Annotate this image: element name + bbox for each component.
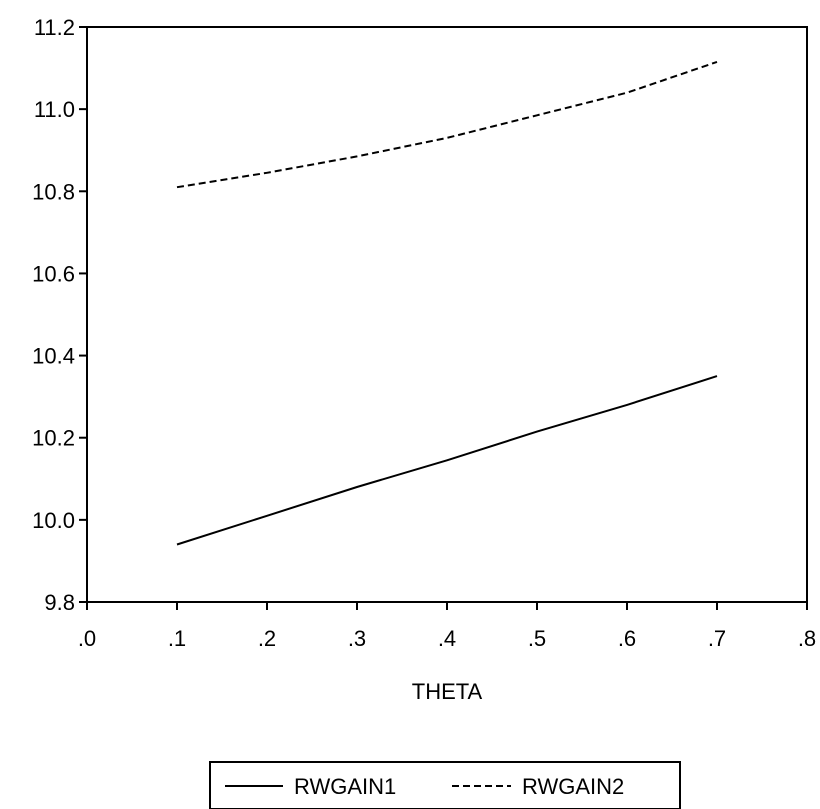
series-line-rwgain1 bbox=[176, 375, 718, 546]
series-layer bbox=[176, 60, 718, 546]
y-tick-label: 10.0 bbox=[32, 508, 75, 533]
y-tick-label: 11.2 bbox=[34, 15, 75, 40]
y-axis-ticks: 9.8 10.0 10.2 10.4 10.6 10.8 11.0 11.2 bbox=[32, 15, 87, 615]
y-tick-label: 10.2 bbox=[32, 426, 75, 451]
x-tick-label: .3 bbox=[348, 626, 366, 651]
y-tick-label: 10.8 bbox=[32, 179, 75, 204]
x-axis-ticks: .0 .1 .2 .3 .4 .5 .6 .7 .8 bbox=[78, 602, 816, 651]
legend-box bbox=[209, 761, 681, 809]
x-tick-label: .2 bbox=[258, 626, 276, 651]
legend-label-rwgain2: RWGAIN2 bbox=[522, 774, 624, 799]
series-line-rwgain2 bbox=[176, 60, 718, 189]
x-tick-label: .8 bbox=[798, 626, 816, 651]
x-tick-label: .0 bbox=[78, 626, 96, 651]
legend: RWGAIN1 RWGAIN2 bbox=[209, 761, 681, 809]
plot-frame bbox=[86, 26, 808, 603]
legend-label-rwgain1: RWGAIN1 bbox=[294, 774, 396, 799]
x-tick-label: .5 bbox=[528, 626, 546, 651]
x-tick-label: .1 bbox=[168, 626, 186, 651]
y-tick-label: 11.0 bbox=[34, 97, 75, 122]
x-axis-title: THETA bbox=[412, 679, 483, 704]
y-tick-label: 9.8 bbox=[44, 590, 75, 615]
y-tick-label: 10.4 bbox=[32, 344, 75, 369]
x-tick-label: .4 bbox=[438, 626, 456, 651]
x-tick-label: .7 bbox=[708, 626, 726, 651]
x-tick-label: .6 bbox=[618, 626, 636, 651]
y-tick-label: 10.6 bbox=[32, 261, 75, 286]
